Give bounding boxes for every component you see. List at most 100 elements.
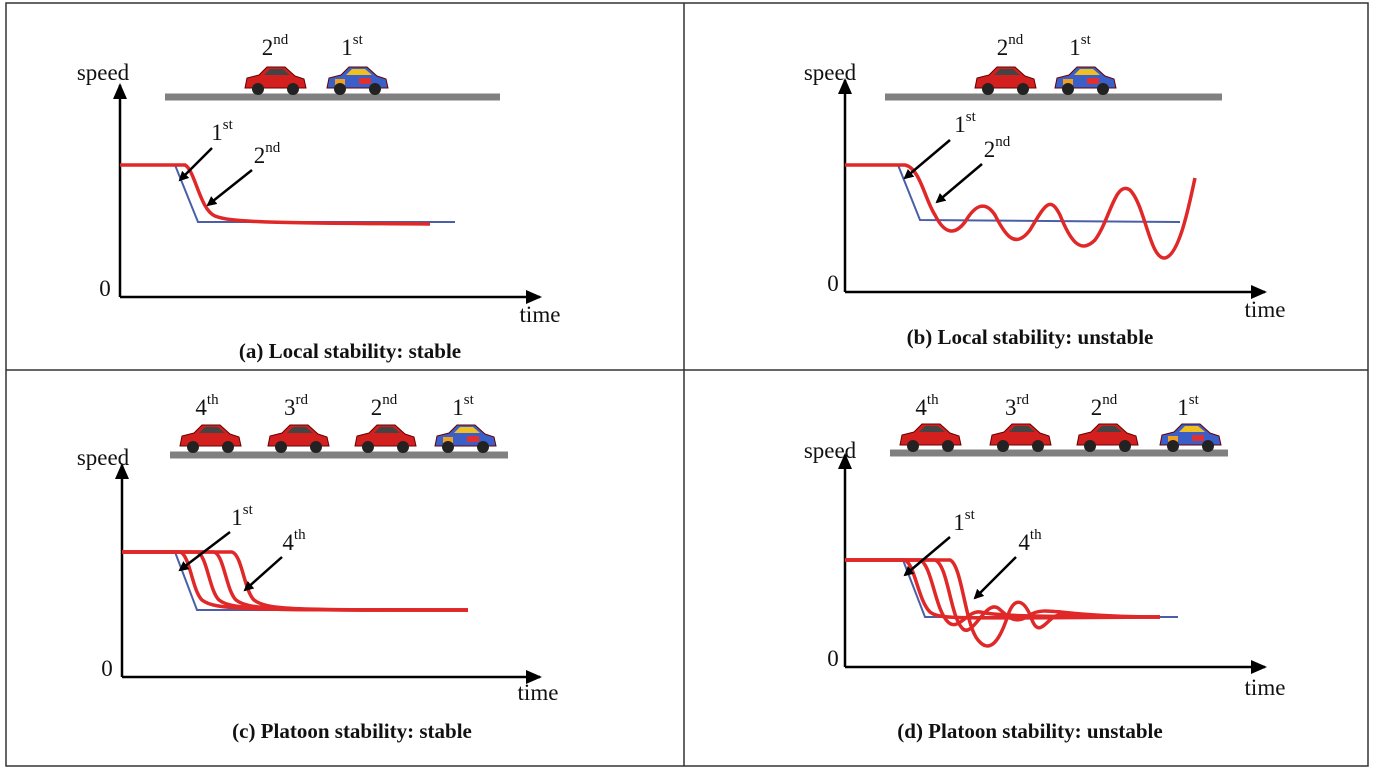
x-axis-label: time [1245, 297, 1286, 322]
callout-arrow [178, 147, 213, 182]
y-axis-label: speed [804, 438, 857, 463]
race-car [1054, 66, 1117, 95]
wheel [1119, 440, 1131, 452]
car [899, 423, 962, 452]
wheel [1062, 83, 1074, 95]
wheel [942, 440, 954, 452]
car-window [454, 427, 480, 433]
ordinal: 1st [954, 109, 976, 137]
car-body [244, 66, 307, 89]
frame [5, 2, 1369, 767]
ordinal-number: 2 [254, 143, 266, 168]
ordinal-number: 3 [1005, 395, 1017, 420]
car-window [287, 427, 313, 433]
ordinal-suffix: st [353, 32, 364, 48]
origin-label: 0 [101, 656, 113, 681]
ordinal-number: 4 [282, 530, 294, 555]
ordinal-suffix: st [243, 502, 254, 518]
car [354, 424, 417, 453]
ordinal: 4th [282, 527, 306, 555]
decal [1063, 79, 1073, 85]
wheel [982, 83, 994, 95]
wheel [287, 83, 299, 95]
wheel [1084, 440, 1096, 452]
wheel [369, 83, 381, 95]
follower-speed [122, 550, 469, 612]
wheel [310, 441, 322, 453]
race-car [434, 424, 497, 453]
wheel [1202, 440, 1214, 452]
callout-arrow [243, 556, 283, 592]
ordinal-suffix: th [927, 392, 939, 408]
decal [443, 437, 453, 443]
y-axis-label: speed [77, 60, 130, 85]
ordinal-suffix: st [1081, 32, 1092, 48]
decal [359, 78, 371, 84]
car [1076, 423, 1139, 452]
ordinal-suffix: nd [1102, 392, 1118, 408]
ordinal: 2nd [997, 32, 1024, 60]
ordinal-number: 1 [211, 120, 223, 145]
follower-speed [845, 163, 1197, 260]
car-body [179, 424, 242, 447]
ordinal-suffix: nd [382, 392, 398, 408]
ordinal: 4th [195, 392, 219, 420]
ordinal: 1st [211, 117, 233, 145]
ordinal-suffix: st [223, 117, 234, 133]
callout-arrow [973, 556, 1017, 600]
car-window [199, 427, 225, 433]
wheel [442, 441, 454, 453]
car [267, 424, 330, 453]
y-axis-label: speed [77, 445, 130, 470]
wheel [1097, 83, 1109, 95]
callout-arrow [903, 139, 951, 180]
origin-label: 0 [827, 646, 839, 671]
car-window [994, 69, 1020, 75]
ordinal: 3rd [1005, 392, 1029, 420]
wheel [907, 440, 919, 452]
car-body [267, 424, 330, 447]
ordinal-number: 2 [984, 137, 996, 162]
car-window [1096, 426, 1122, 432]
x-axis-label: time [1245, 675, 1286, 700]
decal [1168, 436, 1178, 442]
ordinal: 1st [953, 507, 975, 535]
ordinal-suffix: nd [1008, 32, 1024, 48]
callout-arrow [935, 163, 983, 204]
wheel [187, 441, 199, 453]
leader-speed [122, 551, 465, 611]
leader-speed [120, 164, 455, 223]
ordinal-suffix: nd [265, 140, 281, 156]
ordinal-suffix: st [965, 507, 976, 523]
wheel [334, 83, 346, 95]
ordinal-number: 2 [371, 395, 383, 420]
car-body [989, 423, 1052, 446]
ordinal: 1st [1177, 392, 1199, 420]
ordinal-suffix: nd [273, 32, 289, 48]
follower-speed [845, 558, 1161, 620]
race-car [1159, 423, 1222, 452]
car-window [264, 69, 290, 75]
car [974, 66, 1037, 95]
ordinal-suffix: st [966, 109, 977, 125]
car-body [354, 424, 417, 447]
y-axis-label: speed [804, 60, 857, 85]
caption: (a) Local stability: stable [239, 339, 461, 363]
ordinal-number: 3 [284, 395, 296, 420]
wheel [397, 441, 409, 453]
wheel [252, 83, 264, 95]
ordinal-number: 4 [915, 395, 927, 420]
car-window [374, 427, 400, 433]
ordinal: 1st [231, 502, 253, 530]
callout-arrow [206, 169, 253, 207]
ordinal: 4th [1018, 527, 1042, 555]
ordinal: 2nd [371, 392, 398, 420]
wheel [222, 441, 234, 453]
car [179, 424, 242, 453]
decal [335, 79, 345, 85]
ordinal: 2nd [262, 32, 289, 60]
ordinal-number: 1 [452, 395, 464, 420]
ordinal-number: 1 [1069, 35, 1081, 60]
ordinal: 1st [452, 392, 474, 420]
